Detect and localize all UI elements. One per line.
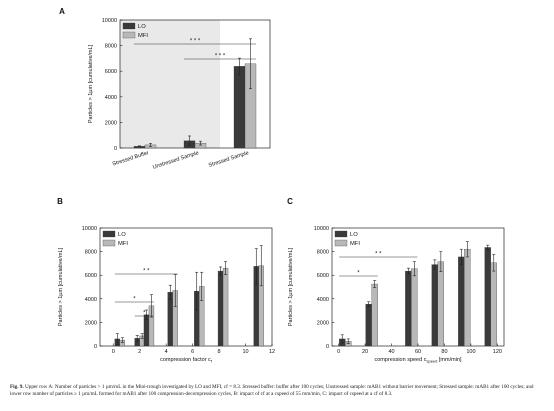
y-tick-label: 0 xyxy=(114,146,117,152)
legend-label-lo: LO xyxy=(138,24,146,30)
legend-swatch-lo xyxy=(122,22,136,30)
x-tick-label: 0 xyxy=(112,349,115,355)
x-tick-label: 4 xyxy=(165,349,168,355)
legend-label-lo: LO xyxy=(118,232,126,238)
panel-letter-b: B xyxy=(57,197,63,206)
significance-label: * xyxy=(357,271,360,277)
significance-label: * xyxy=(133,297,136,303)
y-tick-label: 10000 xyxy=(102,18,117,24)
significance-label: * * xyxy=(375,252,382,258)
x-tick-label: 2 xyxy=(138,349,141,355)
y-tick-label: 10000 xyxy=(314,226,329,232)
legend-swatch-mfi xyxy=(122,31,136,39)
panel-letter-a: A xyxy=(59,7,65,16)
bar-lo xyxy=(217,270,224,347)
bar-mfi xyxy=(490,262,497,347)
y-tick-label: 6000 xyxy=(317,273,329,279)
x-tick-label: 40 xyxy=(388,349,394,355)
bar-mfi xyxy=(437,261,444,347)
x-category-label: Stressed Sample xyxy=(208,150,250,169)
bar-lo xyxy=(233,66,246,149)
figure-caption: Fig. 9. Upper row A: Number of particles… xyxy=(10,384,544,398)
caption-text: Upper row A: Number of particles > 1 µm/… xyxy=(10,384,534,397)
x-tick-label: 12 xyxy=(269,349,275,355)
y-axis-label: Particles > 1µm [cumulative/mL] xyxy=(88,44,94,123)
legend-label-mfi: MFI xyxy=(118,241,128,247)
y-tick-label: 0 xyxy=(94,344,97,350)
panel-b-chart: B 0 2000 4000 6000 8000 10000 Particles > 1µm [… xyxy=(57,197,275,364)
x-tick-label: 60 xyxy=(415,349,421,355)
x-tick-label: 120 xyxy=(493,349,502,355)
y-tick-label: 6000 xyxy=(85,273,97,279)
bar-mfi xyxy=(464,249,471,347)
panel-a-chart: A 0 2000 4000 6000 8000 10000 Particles > 1µm [… xyxy=(59,7,271,171)
bar-lo xyxy=(365,303,372,347)
bar-lo xyxy=(405,270,412,347)
legend-swatch-lo xyxy=(102,230,116,238)
x-category-label: Unstressed Sample xyxy=(152,150,200,171)
y-tick-label: 8000 xyxy=(85,250,97,256)
y-tick-label: 6000 xyxy=(105,69,117,75)
x-tick-label: 8 xyxy=(218,349,221,355)
legend-swatch-lo xyxy=(334,230,348,238)
significance-label: * * xyxy=(143,269,150,275)
bar-mfi xyxy=(222,267,229,347)
legend-swatch-mfi xyxy=(102,239,116,247)
bar-lo xyxy=(167,292,173,347)
x-category-label: Stressed Buffer xyxy=(112,150,150,167)
significance-label: * * * xyxy=(190,39,201,45)
y-tick-label: 8000 xyxy=(317,250,329,256)
legend-swatch-mfi xyxy=(334,239,348,247)
legend-label-mfi: MFI xyxy=(350,241,360,247)
y-axis-label: Particles > 1µm [cumulative/mL] xyxy=(288,247,294,326)
panel-c-chart: C 0 2000 4000 6000 8000 10000 Particles > 1µm [… xyxy=(287,197,505,364)
panel-letter-c: C xyxy=(287,197,293,206)
significance-label: * * * xyxy=(215,54,226,60)
y-tick-label: 0 xyxy=(326,344,329,350)
bar-lo xyxy=(484,247,491,347)
bar-mfi xyxy=(411,268,418,347)
caption-label: Fig. 9. xyxy=(10,384,24,390)
y-tick-label: 8000 xyxy=(105,44,117,50)
legend-label-mfi: MFI xyxy=(138,33,148,39)
plot-frame xyxy=(99,227,273,347)
y-tick-label: 10000 xyxy=(82,226,97,232)
bar-lo xyxy=(431,264,438,347)
x-tick-label: 20 xyxy=(362,349,368,355)
y-tick-label: 2000 xyxy=(317,320,329,326)
bar-mfi xyxy=(371,283,378,347)
x-tick-label: 80 xyxy=(441,349,447,355)
legend-label-lo: LO xyxy=(350,232,358,238)
significance-label: * xyxy=(143,311,146,317)
y-tick-label: 4000 xyxy=(317,297,329,303)
x-tick-label: 100 xyxy=(466,349,475,355)
y-tick-label: 2000 xyxy=(85,320,97,326)
x-tick-label: 6 xyxy=(191,349,194,355)
y-axis-label: Particles > 1µm [cumulative/mL] xyxy=(58,247,64,326)
shaded-region xyxy=(120,20,220,148)
y-tick-label: 4000 xyxy=(105,95,117,101)
y-tick-label: 4000 xyxy=(85,297,97,303)
x-tick-label: 10 xyxy=(242,349,248,355)
x-axis-label: compression factor cf xyxy=(160,357,213,364)
x-tick-label: 0 xyxy=(337,349,340,355)
x-axis-label: compression speed cspeed [mm/min] xyxy=(374,357,462,364)
y-tick-label: 2000 xyxy=(105,120,117,126)
bar-lo xyxy=(458,256,465,347)
